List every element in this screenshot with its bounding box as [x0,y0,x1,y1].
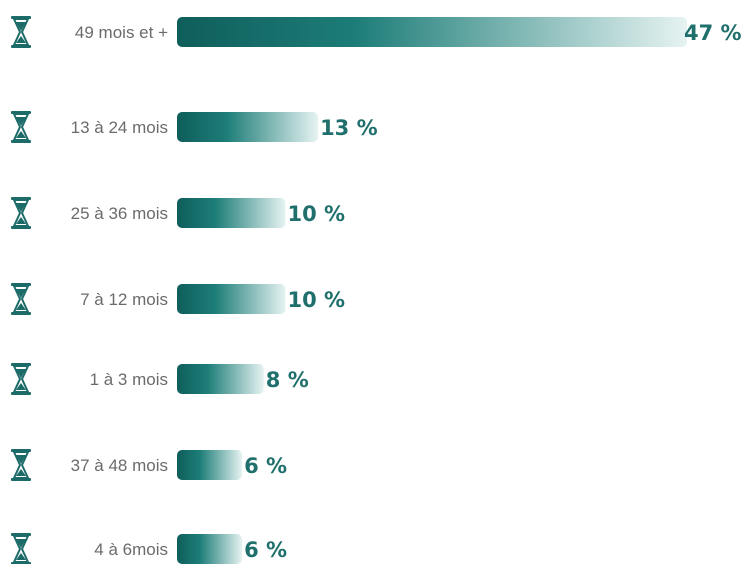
chart-rows: 49 mois et + 47 % 13 à 24 mois 13 % 25 à 36 … [11,16,742,564]
value-label: 6 % [244,454,287,478]
bar-row: 4 à 6mois 6 % [11,533,287,564]
bar-row: 37 à 48 mois 6 % [11,449,287,481]
hourglass-icon [11,449,31,481]
bar [177,284,286,314]
value-label: 10 % [288,202,346,226]
category-label: 1 à 3 mois [90,370,168,389]
category-label: 25 à 36 mois [71,204,168,223]
bar [177,17,687,47]
hourglass-icon [11,197,31,229]
category-label: 13 à 24 mois [71,118,168,137]
bar-row: 1 à 3 mois 8 % [11,363,309,395]
bar [177,450,243,480]
hourglass-icon [11,111,31,143]
value-label: 13 % [320,116,378,140]
bar [177,364,264,394]
hourglass-icon [11,283,31,315]
value-label: 8 % [266,368,309,392]
bar-row: 25 à 36 mois 10 % [11,197,345,229]
bar-row: 7 à 12 mois 10 % [11,283,345,315]
category-label: 7 à 12 mois [80,290,168,309]
hourglass-icon [11,16,31,48]
bar [177,112,319,142]
bar [177,534,243,564]
hourglass-icon [11,363,31,395]
value-label: 6 % [244,538,287,562]
value-label: 47 % [684,21,742,45]
category-label: 37 à 48 mois [71,456,168,475]
value-label: 10 % [288,288,346,312]
hourglass-icon [11,533,31,564]
category-label: 4 à 6mois [94,540,168,559]
category-label: 49 mois et + [75,23,168,42]
bar-row: 13 à 24 mois 13 % [11,111,378,143]
bar-row: 49 mois et + 47 % [11,16,742,48]
bar [177,198,286,228]
